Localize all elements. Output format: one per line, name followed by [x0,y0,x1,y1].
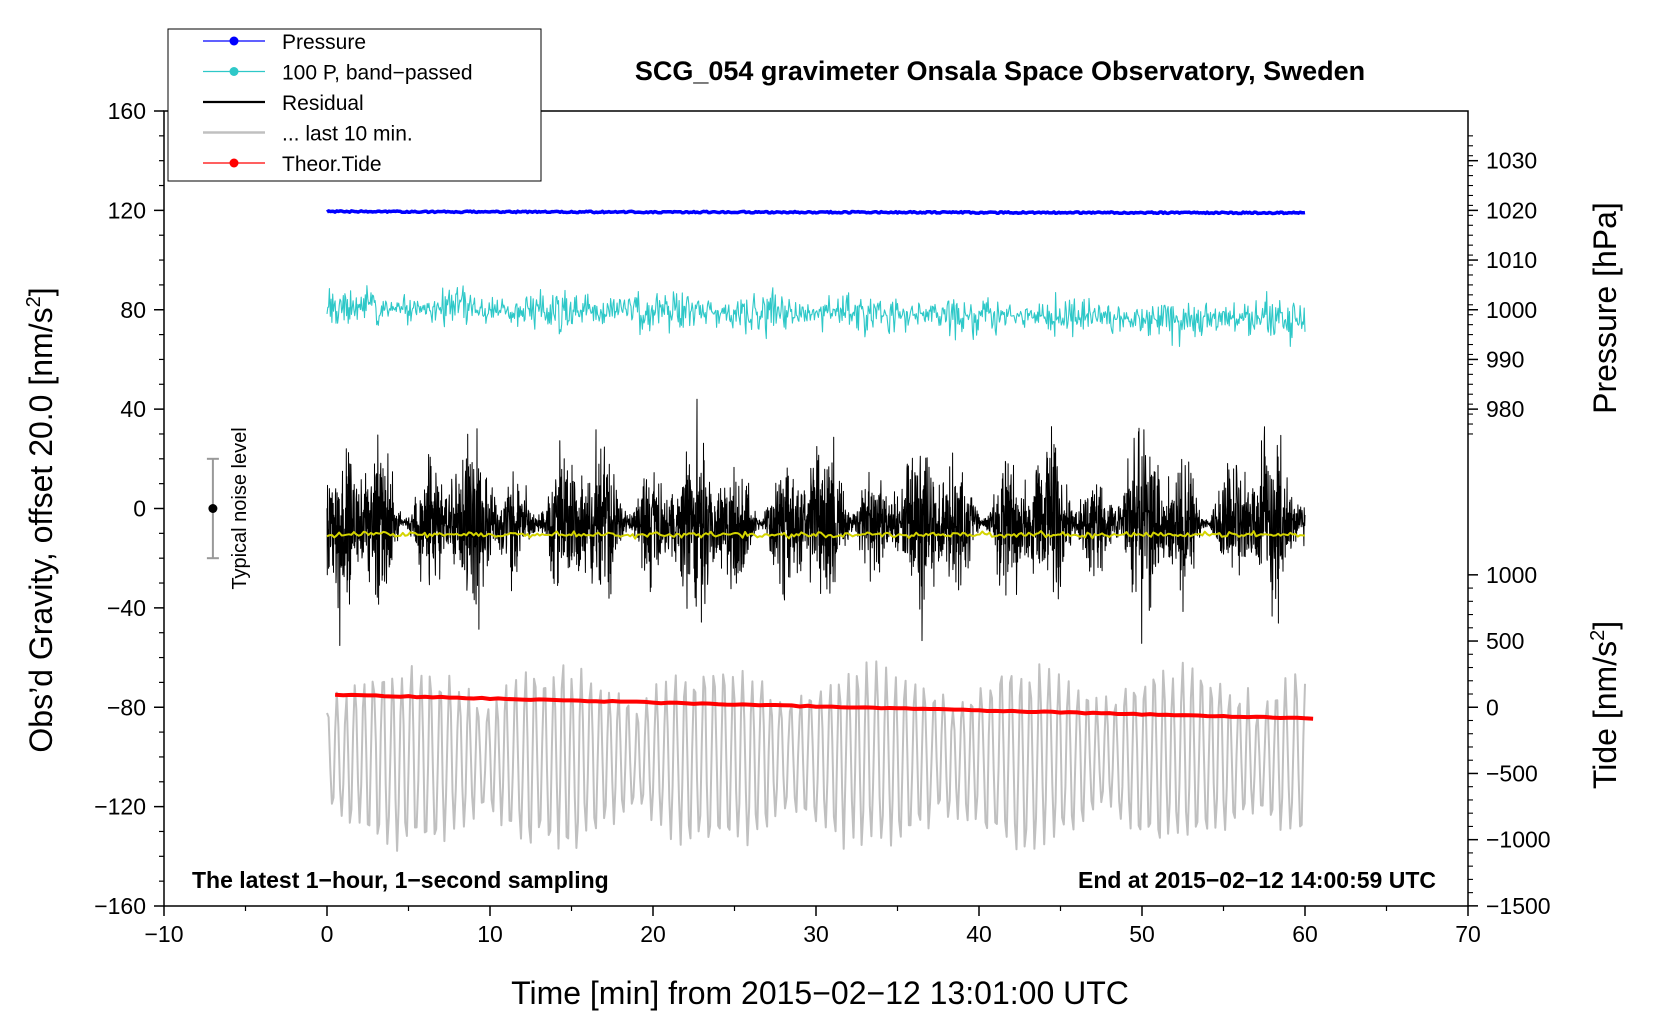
pressure-tick-label: 1000 [1486,297,1537,323]
series-theor-tide [335,692,1314,721]
y-axis-label-pressure: Pressure [hPa] [1587,202,1623,414]
y-axis-label-tide: Tide [nm/s2] [1587,621,1623,789]
y-axis-label-left-sup: 2 [23,296,45,307]
y-tick-label: −160 [94,893,146,919]
series-pressure-bandpassed [326,285,1306,348]
y-axis-label-left-end: ] [23,287,59,296]
legend-label: Pressure [282,31,366,54]
x-tick-label: 50 [1129,921,1155,947]
y-axis-label-tide-sup: 2 [1587,630,1609,641]
x-tick-label: 60 [1292,921,1318,947]
y-axis-label-tide-end: ] [1587,621,1623,630]
annotation-sampling: The latest 1−hour, 1−second sampling [192,867,609,893]
legend-label: Residual [282,92,364,115]
x-tick-label: 40 [966,921,992,947]
y-axis-label-left: Obs’d Gravity, offset 20.0 [nm/s2] [23,287,59,752]
tide-tick-label: −1500 [1486,893,1551,919]
legend-items: Pressure 100 P, band−passed Residual ... la… [203,31,473,176]
y-tick-label: 80 [120,297,146,323]
y-tick-label: −120 [94,794,146,820]
y-tick-label: 0 [133,496,146,522]
series-residual [326,398,1306,646]
x-axis-label: Time [min] from 2015−02−12 13:01:00 UTC [511,975,1129,1011]
noise-bar-center-dot [208,504,218,513]
legend-box [167,28,542,182]
pressure-tick-label: 1030 [1486,148,1537,174]
x-tick-label: 30 [803,921,829,947]
x-tick-label: 70 [1455,921,1481,947]
pressure-tick-label: 1020 [1486,197,1537,223]
pressure-tick-label: 1010 [1486,247,1537,273]
y-tick-label: 120 [108,197,146,223]
legend-marker [229,158,239,168]
y-axis-label-tide-main: Tide [nm/s [1587,641,1623,789]
tide-tick-label: 500 [1486,628,1524,654]
tick-layer: −10 0 10 20 30 40 50 60 70−160−120−80−4004080120… [94,98,1550,947]
legend-marker [229,67,239,76]
series-residual-smoothed [326,530,1306,540]
legend-label: ... last 10 min. [282,123,413,146]
x-tick-label: 10 [477,921,503,947]
x-tick-label: −10 [144,921,183,947]
tide-tick-label: −1000 [1486,827,1551,853]
y-tick-label: −40 [107,595,146,621]
legend-label: 100 P, band−passed [282,62,473,85]
legend-marker [229,36,239,46]
x-tick-label: 20 [640,921,666,947]
pressure-tick-label: 980 [1486,396,1524,422]
y-tick-label: 160 [108,98,146,124]
y-axis-label-left-main: Obs’d Gravity, offset 20.0 [nm/s [23,307,59,752]
tide-tick-label: 0 [1486,694,1499,720]
legend: Pressure 100 P, band−passed Residual ... la… [167,28,542,182]
noise-level-label: Typical noise level [229,427,251,589]
x-tick-label: 0 [321,921,334,947]
series-layer [326,209,1314,852]
series-last-10-min [326,660,1306,852]
noise-bar-group: Typical noise level [206,427,251,590]
series-pressure [326,209,1306,216]
legend-label: Theor.Tide [282,153,382,176]
annotation-end-time: End at 2015−02−12 14:00:59 UTC [1078,867,1436,893]
chart-title: SCG_054 gravimeter Onsala Space Observat… [635,56,1365,86]
pressure-tick-label: 990 [1486,346,1524,372]
y-tick-label: 40 [120,396,146,422]
tide-tick-label: 1000 [1486,562,1537,588]
y-tick-label: −80 [107,694,146,720]
tide-tick-label: −500 [1486,760,1538,786]
